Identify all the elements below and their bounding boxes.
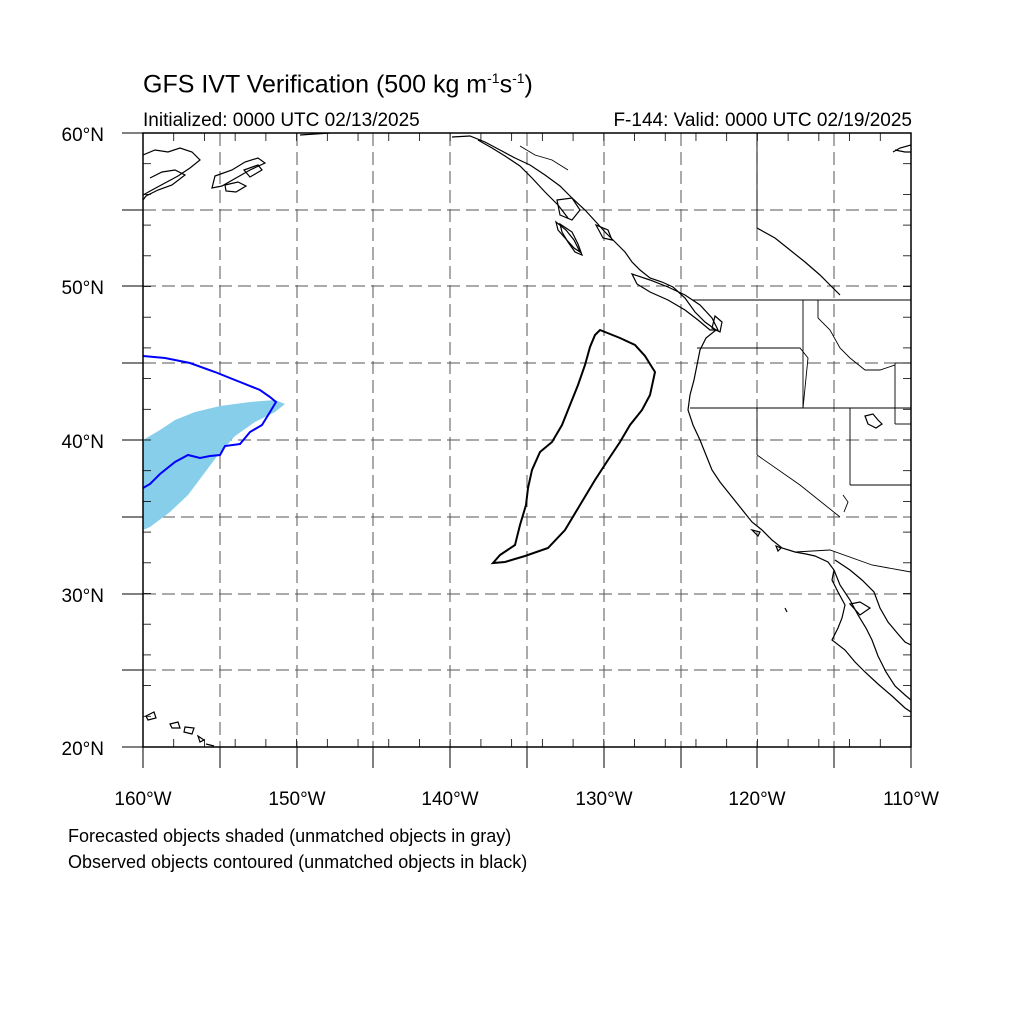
axis-ticks (122, 132, 912, 768)
lon-label: 150°W (268, 789, 325, 810)
minor-ticks (142, 132, 912, 748)
lat-label: 30°N (62, 586, 104, 607)
lat-label: 20°N (62, 739, 104, 760)
unmatched-observed-contour (490, 328, 657, 565)
lon-label: 130°W (575, 789, 632, 810)
lon-label: 110°W (883, 789, 939, 810)
valid-time: F-144: Valid: 0000 UTC 02/19/2025 (613, 110, 912, 131)
lat-label: 40°N (62, 432, 104, 453)
lat-label: 60°N (62, 125, 104, 146)
lon-label: 120°W (728, 789, 785, 810)
forecast-legend-note: Forecasted objects shaded (unmatched obj… (68, 826, 512, 846)
lat-label: 50°N (62, 278, 104, 299)
initialized-time: Initialized: 0000 UTC 02/13/2025 (143, 110, 420, 131)
lon-label: 140°W (421, 789, 478, 810)
matched-observed-contour (143, 355, 278, 489)
observed-legend-note: Observed objects contoured (unmatched ob… (68, 852, 528, 872)
borders (519, 133, 911, 573)
coastlines (143, 133, 911, 747)
map-title: GFS IVT Verification (500 kg m-1s-1) (143, 70, 533, 99)
forecast-object (143, 400, 285, 530)
graticule (143, 133, 911, 747)
lon-label: 160°W (114, 789, 171, 810)
